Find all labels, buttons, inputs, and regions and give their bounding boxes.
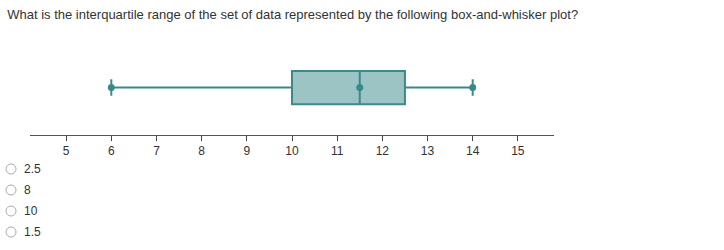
svg-text:15: 15 <box>511 144 525 158</box>
svg-text:What is the interquartile rang: What is the interquartile range of the s… <box>7 7 578 22</box>
svg-text:13: 13 <box>421 144 435 158</box>
svg-text:8: 8 <box>24 183 31 197</box>
svg-text:10: 10 <box>24 204 38 218</box>
svg-text:14: 14 <box>466 144 480 158</box>
svg-text:12: 12 <box>376 144 390 158</box>
svg-text:2.5: 2.5 <box>24 162 41 176</box>
svg-text:7: 7 <box>153 144 160 158</box>
svg-text:9: 9 <box>243 144 250 158</box>
svg-text:1.5: 1.5 <box>24 225 41 239</box>
svg-text:6: 6 <box>108 144 115 158</box>
svg-text:5: 5 <box>63 144 70 158</box>
svg-text:11: 11 <box>331 144 344 158</box>
svg-text:8: 8 <box>198 144 205 158</box>
svg-text:10: 10 <box>285 144 299 158</box>
